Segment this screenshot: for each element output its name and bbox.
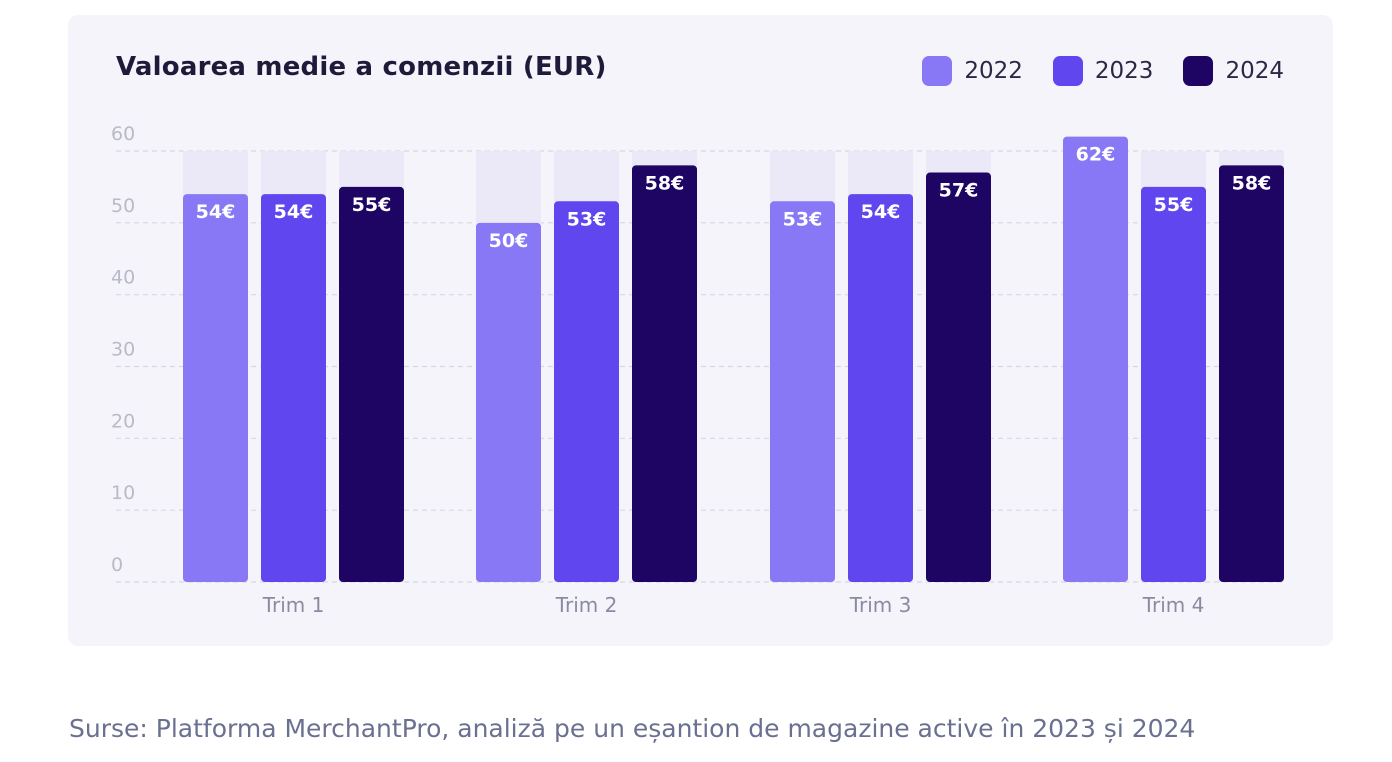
- data-label-2023-1: 54€: [274, 201, 314, 223]
- data-label-2023-3: 54€: [861, 201, 901, 223]
- data-label-2024-3: 57€: [939, 180, 979, 202]
- data-label-2023-4: 55€: [1154, 194, 1194, 216]
- bar-2023-3: [848, 194, 913, 582]
- bar-2024-4: [1219, 165, 1284, 582]
- x-tick-label-3: Trim 3: [849, 593, 912, 617]
- legend-item-2024: 2024: [1183, 56, 1284, 86]
- bar-2024-1: [339, 186, 404, 582]
- data-label-2024-4: 58€: [1232, 172, 1272, 194]
- data-label-2022-4: 62€: [1076, 144, 1116, 166]
- chart-title: Valoarea medie a comenzii (EUR): [116, 52, 607, 82]
- bar-2022-1: [183, 194, 248, 582]
- data-label-2023-2: 53€: [567, 208, 607, 230]
- data-label-2024-1: 55€: [352, 194, 392, 216]
- x-tick-label-2: Trim 2: [555, 593, 618, 617]
- data-label-2024-2: 58€: [645, 172, 685, 194]
- y-tick-label-50: 50: [111, 195, 135, 217]
- data-label-2022-2: 50€: [489, 230, 529, 252]
- bar-2024-2: [632, 165, 697, 582]
- data-label-2022-3: 53€: [783, 208, 823, 230]
- bar-2023-2: [554, 201, 619, 583]
- legend-item-2022: 2022: [922, 56, 1023, 86]
- bar-2023-1: [261, 194, 326, 582]
- bar-2022-3: [770, 201, 835, 583]
- y-tick-label-10: 10: [111, 482, 135, 504]
- data-label-2022-1: 54€: [196, 201, 236, 223]
- bar-2024-3: [926, 172, 991, 583]
- legend-label-2023: 2023: [1094, 58, 1154, 84]
- legend-label-2022: 2022: [964, 58, 1023, 84]
- x-tick-label-1: Trim 1: [262, 593, 325, 617]
- y-tick-label-0: 0: [111, 554, 123, 576]
- bar-2023-4: [1141, 186, 1206, 582]
- bar-2022-2: [476, 222, 541, 583]
- y-tick-label-20: 20: [111, 410, 135, 432]
- y-tick-label-40: 40: [111, 267, 135, 289]
- source-footnote: Surse: Platforma MerchantPro, analiză pe…: [69, 714, 1196, 743]
- legend-swatch-2024: [1183, 56, 1214, 86]
- legend-item-2023: 2023: [1052, 56, 1154, 86]
- chart-legend: 2022 2023 2024: [922, 56, 1284, 86]
- legend-swatch-2023: [1052, 56, 1083, 86]
- legend-label-2024: 2024: [1225, 58, 1284, 84]
- y-tick-label-60: 60: [111, 123, 135, 145]
- y-tick-label-30: 30: [111, 339, 135, 361]
- legend-swatch-2022: [922, 56, 953, 86]
- x-tick-label-4: Trim 4: [1142, 593, 1205, 617]
- bar-2022-4: [1063, 136, 1128, 582]
